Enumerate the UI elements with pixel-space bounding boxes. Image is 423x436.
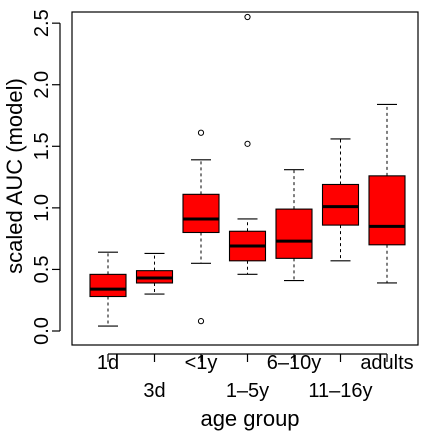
y-tick-label: 2.0 bbox=[31, 71, 53, 99]
x-tick-label: <1y bbox=[185, 352, 218, 374]
x-axis: 1d 3d <1y 1–5y 6–10y 11–16y adults bbox=[97, 352, 414, 402]
y-tick-label: 0.5 bbox=[31, 256, 53, 284]
iqr-box bbox=[275, 208, 313, 259]
y-tick-label: 2.5 bbox=[31, 9, 53, 37]
box-group bbox=[135, 252, 174, 295]
box-series bbox=[89, 13, 406, 327]
x-tick-label: 11–16y bbox=[308, 380, 372, 402]
iqr-box bbox=[182, 193, 220, 234]
plot-frame bbox=[71, 11, 419, 346]
y-axis-title: scaled AUC (model) bbox=[2, 78, 27, 274]
x-tick-label: adults bbox=[360, 352, 413, 374]
outlier-point bbox=[197, 129, 205, 136]
outlier-point bbox=[197, 318, 205, 325]
iqr-box bbox=[89, 273, 127, 298]
outlier-point bbox=[244, 13, 251, 21]
box-group bbox=[228, 13, 267, 275]
outlier-point bbox=[244, 140, 251, 147]
x-tick-label: 1–5y bbox=[226, 380, 269, 402]
box-group bbox=[89, 251, 127, 327]
y-tick-label: 0.0 bbox=[31, 317, 53, 345]
iqr-box bbox=[321, 183, 360, 226]
iqr-box bbox=[368, 175, 406, 246]
box-group bbox=[275, 169, 313, 282]
y-axis: 0.0 0.5 1.0 1.5 2.0 2.5 bbox=[31, 9, 61, 345]
box-group bbox=[321, 138, 360, 262]
x-tick-label: 3d bbox=[143, 380, 165, 402]
x-tick-label: 1d bbox=[97, 352, 119, 374]
y-tick-label: 1.5 bbox=[31, 132, 53, 160]
x-tick-label: 6–10y bbox=[267, 352, 322, 374]
box-group bbox=[368, 103, 406, 284]
x-axis-title: age group bbox=[200, 406, 299, 431]
y-tick-label: 1.0 bbox=[31, 194, 53, 222]
box-group bbox=[182, 129, 220, 325]
